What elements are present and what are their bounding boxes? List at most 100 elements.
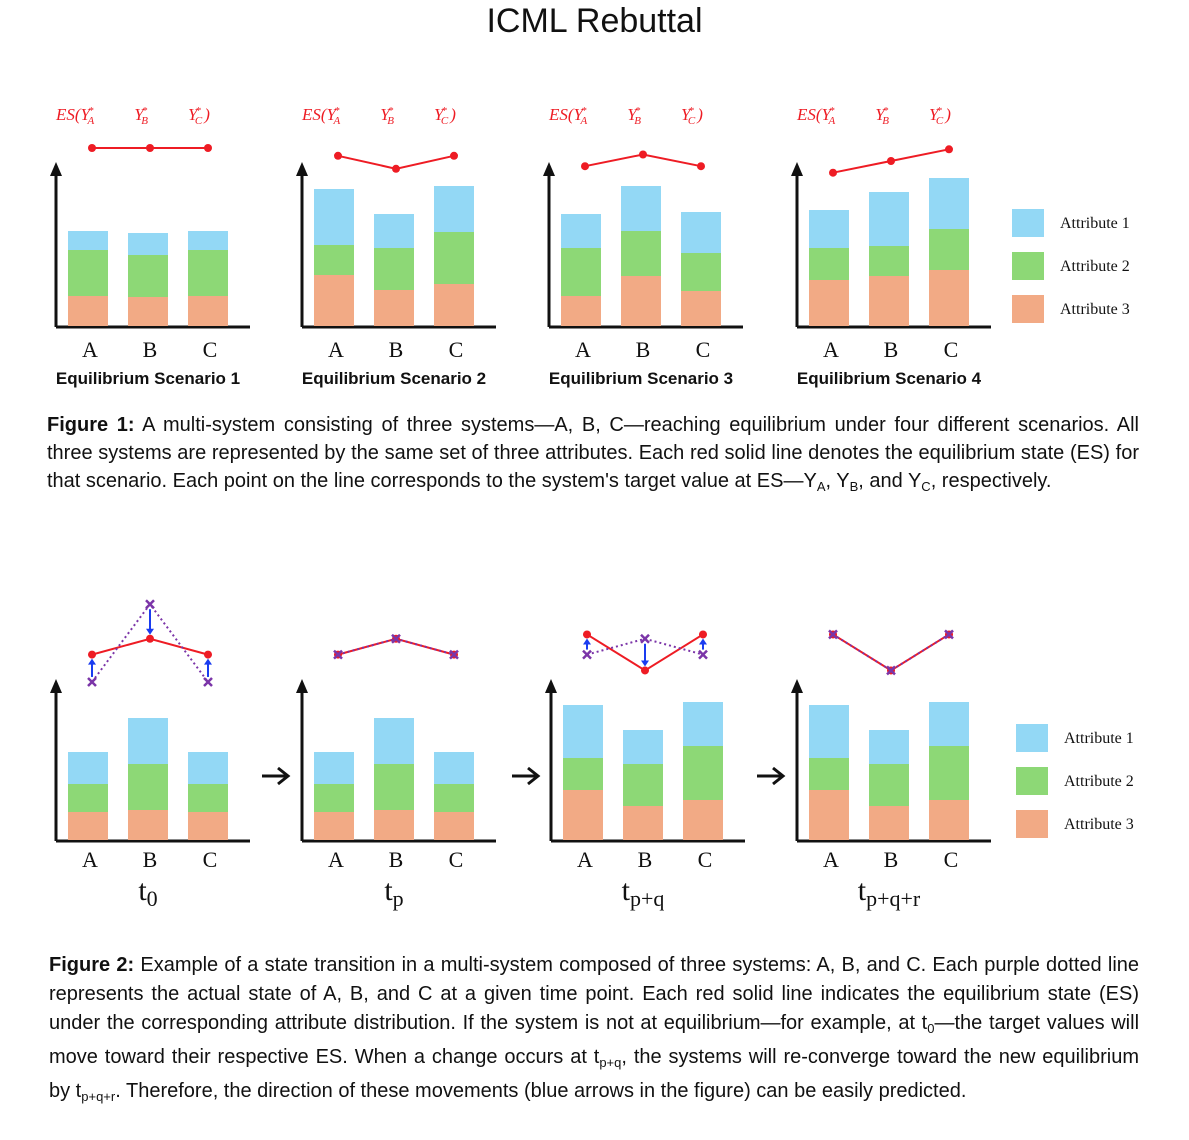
es-point <box>583 630 591 639</box>
scenario-label: Equilibrium Scenario 1 <box>56 369 240 388</box>
legend-swatch-attribute-1 <box>1016 724 1048 752</box>
es-point <box>450 151 458 160</box>
bar-segment-attribute-3 <box>68 812 108 840</box>
bar-segment-attribute-1 <box>929 702 969 746</box>
bar-segment-attribute-1 <box>869 730 909 764</box>
es-point <box>334 151 342 160</box>
system-label: B <box>389 337 404 362</box>
y-axis-arrowhead <box>791 679 803 693</box>
time-label: tp <box>384 874 403 911</box>
page-title: ICML Rebuttal <box>486 2 703 40</box>
bar-segment-attribute-2 <box>809 758 849 790</box>
system-label: C <box>944 847 959 872</box>
transition-arrow-head <box>772 766 786 786</box>
y-axis-arrowhead <box>791 162 803 176</box>
es-point <box>88 650 96 659</box>
system-label: C <box>449 847 464 872</box>
time-label: tp+q+r <box>858 874 921 911</box>
convergence-arrow-head <box>699 638 707 645</box>
caption-subscript: p+q <box>599 1055 622 1070</box>
bar-segment-attribute-1 <box>314 752 354 784</box>
bar-segment-attribute-1 <box>434 186 474 232</box>
actual-state-point <box>640 633 650 644</box>
bar-segment-attribute-3 <box>869 276 909 326</box>
bar-segment-attribute-2 <box>869 246 909 276</box>
es-line <box>832 633 950 672</box>
bar-segment-attribute-1 <box>374 718 414 764</box>
system-label: A <box>82 337 98 362</box>
figure2-caption-label: Figure 2: <box>49 954 135 976</box>
system-label: B <box>389 847 404 872</box>
bar-segment-attribute-2 <box>68 784 108 812</box>
bar-segment-attribute-2 <box>188 784 228 812</box>
actual-state-point <box>203 677 213 687</box>
bar-segment-attribute-2 <box>561 248 601 296</box>
bar-segment-attribute-2 <box>681 253 721 291</box>
bar-segment-attribute-3 <box>621 276 661 326</box>
system-label: C <box>449 337 464 362</box>
legend-label-attribute-2: Attribute 2 <box>1064 773 1134 790</box>
scenario-label: Equilibrium Scenario 4 <box>797 369 982 388</box>
bar-segment-attribute-2 <box>128 255 168 297</box>
bar-segment-attribute-1 <box>683 702 723 746</box>
figure2-caption-text: —the target values will move toward thei… <box>49 1012 1140 1068</box>
system-label: A <box>328 337 344 362</box>
caption-sep: , <box>825 470 837 492</box>
system-label: B <box>884 847 899 872</box>
bar-segment-attribute-3 <box>374 810 414 840</box>
actual-state-point <box>886 665 896 676</box>
convergence-arrow-head <box>146 628 154 635</box>
bar-segment-attribute-2 <box>374 248 414 290</box>
system-label: C <box>944 337 959 362</box>
bar-segment-attribute-2 <box>434 784 474 812</box>
figure2-caption-text: Example of a state transition in a multi… <box>49 954 1140 1034</box>
es-point <box>641 666 649 675</box>
scenario-label: Equilibrium Scenario 3 <box>549 369 733 388</box>
caption-yc: YC <box>907 470 931 494</box>
actual-state-point <box>582 649 592 660</box>
es-point <box>88 144 96 152</box>
figure2-caption-text: , the systems will re-converge toward th… <box>49 1046 1139 1102</box>
system-label: A <box>328 847 344 872</box>
time-label: t0 <box>138 874 157 911</box>
bar-segment-attribute-3 <box>434 812 474 840</box>
bar-segment-attribute-1 <box>623 730 663 764</box>
caption-yb: YB <box>836 470 859 494</box>
system-label: C <box>203 337 218 362</box>
system-label: B <box>884 337 899 362</box>
y-axis-arrowhead <box>296 679 308 693</box>
bar-segment-attribute-2 <box>314 245 354 275</box>
legend-swatch-attribute-2 <box>1016 767 1048 795</box>
es-label: ES(Y* A Y* B Y* C) <box>548 105 703 127</box>
bar-segment-attribute-1 <box>128 718 168 764</box>
system-label: B <box>143 847 158 872</box>
figure1-caption-label: Figure 1: <box>47 414 135 436</box>
bar-segment-attribute-1 <box>681 212 721 253</box>
figure2-caption-text: . Therefore, the direction of these move… <box>115 1080 967 1102</box>
bar-segment-attribute-2 <box>929 746 969 800</box>
actual-state-point <box>333 649 343 660</box>
es-label: ES(Y* A Y* B Y* C) <box>796 105 951 127</box>
legend-swatch-attribute-2 <box>1012 252 1044 280</box>
bar-segment-attribute-3 <box>314 812 354 840</box>
bar-segment-attribute-2 <box>68 250 108 296</box>
actual-state-line <box>832 633 950 672</box>
bar-segment-attribute-1 <box>929 178 969 229</box>
bar-segment-attribute-2 <box>563 758 603 790</box>
bar-segment-attribute-3 <box>929 800 969 840</box>
bar-segment-attribute-1 <box>68 752 108 784</box>
system-label: B <box>143 337 158 362</box>
es-point <box>829 168 837 177</box>
bar-segment-attribute-3 <box>188 812 228 840</box>
system-label: C <box>696 337 711 362</box>
actual-state-point <box>87 677 97 687</box>
bar-segment-attribute-3 <box>561 296 601 326</box>
legend-swatch-attribute-3 <box>1016 810 1048 838</box>
bar-segment-attribute-3 <box>681 291 721 326</box>
bar-segment-attribute-1 <box>563 705 603 758</box>
legend-label-attribute-3: Attribute 3 <box>1060 301 1130 318</box>
bar-segment-attribute-2 <box>809 248 849 280</box>
bar-segment-attribute-1 <box>128 233 168 255</box>
legend-swatch-attribute-3 <box>1012 295 1044 323</box>
